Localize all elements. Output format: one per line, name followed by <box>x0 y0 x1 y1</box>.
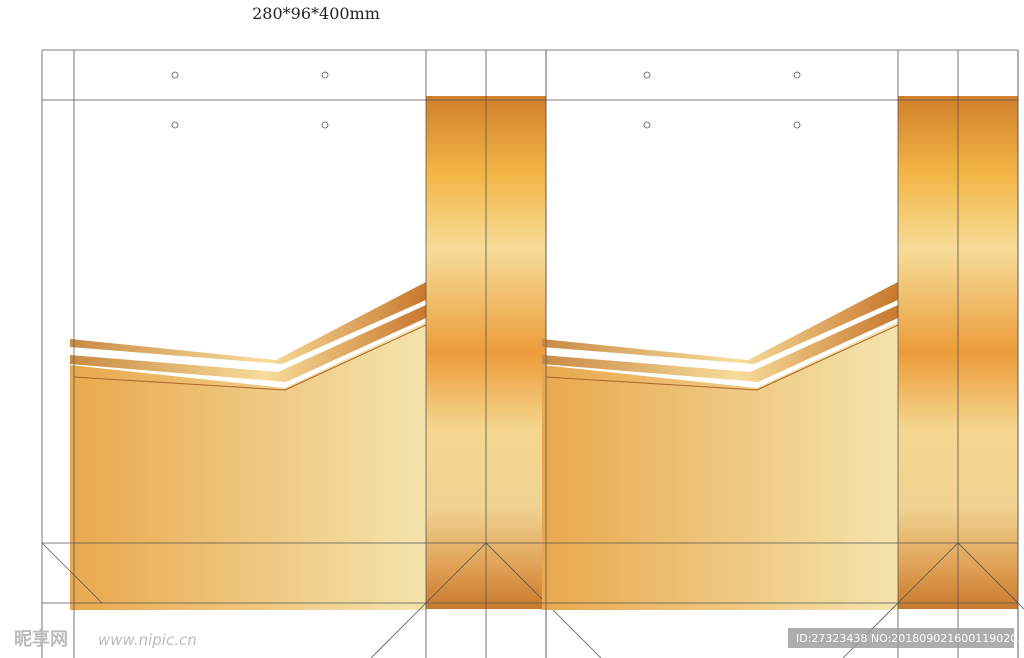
front-panel <box>69 49 602 658</box>
back-panel <box>541 49 1024 658</box>
watermark-logo: 昵享网 <box>14 628 68 650</box>
watermark-url: www.nipic.cn <box>98 631 197 649</box>
watermark-id: ID:27323438 NO:20180902160011902039 <box>796 632 1024 645</box>
dimensions: 280*96*400mm <box>252 4 380 23</box>
id-box <box>788 628 1014 648</box>
